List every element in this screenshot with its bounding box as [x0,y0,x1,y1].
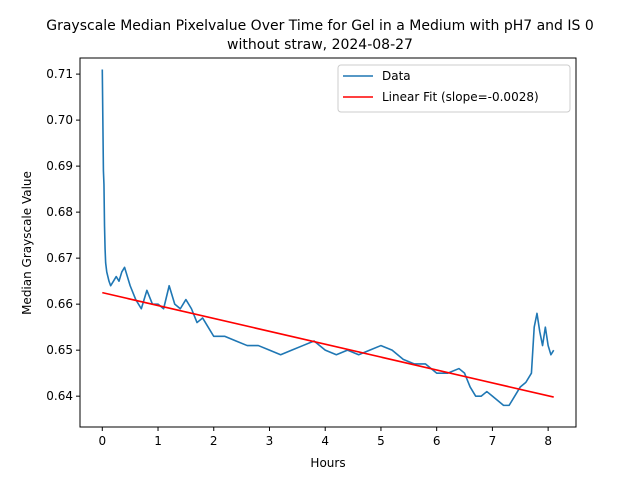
x-tick-label: 1 [154,434,162,448]
legend-label-data: Data [382,69,411,83]
x-tick-label: 5 [377,434,385,448]
y-tick-label: 0.64 [46,389,73,403]
legend: Data Linear Fit (slope=-0.0028) [337,64,571,113]
y-axis-label: Median Grayscale Value [20,171,34,315]
plot-area [79,57,577,428]
x-tick-label: 2 [210,434,218,448]
x-tick-label: 6 [433,434,441,448]
x-tick-label: 8 [544,434,552,448]
chart-title-line-2: without straw, 2024-08-27 [227,37,413,53]
x-tick-label: 7 [489,434,497,448]
x-tick-label: 4 [321,434,329,448]
x-tick-label: 0 [98,434,106,448]
y-tick-label: 0.71 [46,67,73,81]
plot-frame [79,57,577,428]
y-tick-label: 0.68 [46,205,73,219]
series-line-data [101,69,555,407]
legend-box [337,64,571,113]
x-axis-label: Hours [310,456,345,470]
y-axis: 0.64 0.65 0.66 0.67 0.68 0.69 0.70 0.71 [46,67,80,403]
chart-title-line-1: Grayscale Median Pixelvalue Over Time fo… [46,18,594,34]
x-tick-label: 3 [266,434,274,448]
y-tick-label: 0.65 [46,343,73,357]
y-tick-label: 0.69 [46,159,73,173]
legend-label-linear-fit: Linear Fit (slope=-0.0028) [382,90,539,104]
y-tick-label: 0.66 [46,297,73,311]
x-axis: 0 1 2 3 4 5 6 7 8 [98,427,552,448]
y-tick-label: 0.70 [46,113,73,127]
series-layer [101,69,555,407]
series-line-linear-fit [102,291,554,398]
y-tick-label: 0.67 [46,251,73,265]
